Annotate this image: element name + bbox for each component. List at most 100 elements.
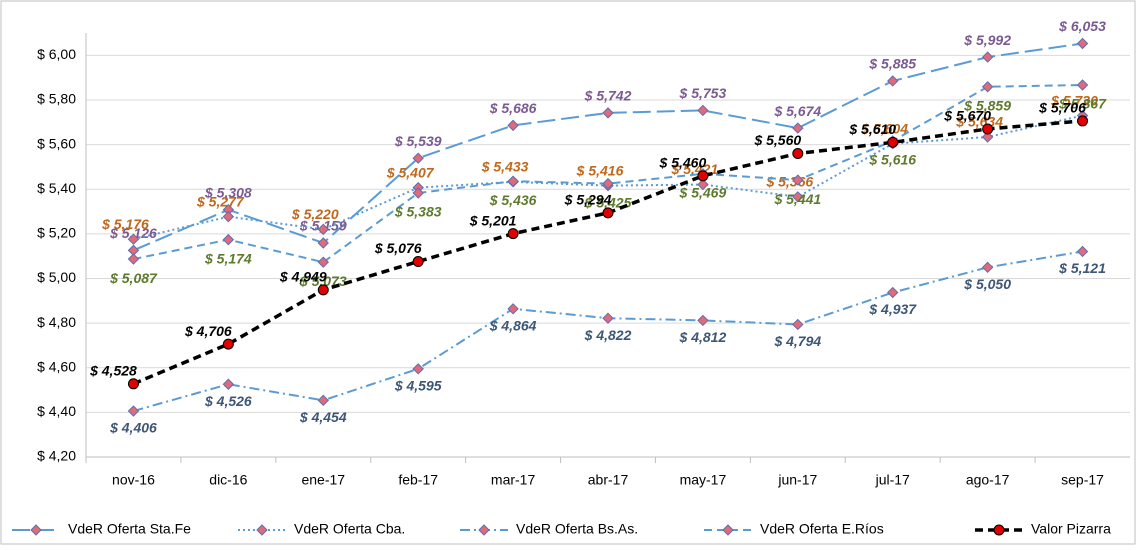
data-label: $ 4,528 [89, 363, 137, 379]
data-label: $ 5,469 [679, 185, 727, 201]
legend-label: Valor Pizarra [1031, 521, 1111, 537]
y-tick-label: $ 5,40 [37, 180, 76, 196]
legend-label: VdeR Oferta E.Ríos [760, 521, 884, 537]
legend-marker [478, 524, 490, 536]
data-point [507, 119, 519, 132]
data-point [792, 174, 804, 186]
y-tick-label: $ 4,60 [37, 358, 76, 374]
data-point [697, 104, 709, 117]
data-point [412, 363, 424, 375]
y-tick-label: $ 5,00 [37, 269, 76, 285]
x-tick-label: abr-17 [588, 472, 629, 488]
legend-marker [256, 524, 268, 536]
data-label: $ 5,220 [291, 206, 339, 222]
data-label: $ 5,201 [469, 212, 517, 228]
legend-marker [993, 524, 1005, 536]
data-point [507, 175, 519, 187]
data-label: $ 5,407 [386, 164, 435, 180]
data-point [602, 312, 614, 324]
data-label: $ 5,416 [576, 162, 624, 178]
data-label: $ 5,604 [860, 120, 908, 136]
data-label: $ 5,441 [773, 191, 821, 207]
data-label: $ 5,885 [868, 56, 916, 72]
data-point [317, 256, 329, 268]
data-label: $ 5,753 [679, 85, 727, 101]
data-point [127, 233, 140, 245]
x-tick-label: dic-16 [209, 472, 247, 488]
data-label: $ 5,674 [773, 103, 821, 119]
data-label: $ 5,867 [1058, 96, 1107, 112]
data-point [981, 51, 994, 63]
data-point [792, 148, 804, 160]
data-label: $ 5,670 [943, 108, 991, 124]
legend-label: VdeR Oferta Sta.Fe [68, 521, 191, 537]
data-label: $ 5,425 [584, 194, 632, 210]
data-point [317, 284, 329, 296]
data-label: $ 4,595 [394, 378, 442, 394]
data-point [1076, 37, 1089, 50]
data-point [127, 253, 140, 265]
data-label: $ 4,822 [584, 327, 632, 343]
series-line [133, 42, 1083, 252]
data-point [317, 223, 329, 236]
data-point [1076, 79, 1089, 91]
data-point [792, 122, 804, 134]
data-point [697, 314, 709, 327]
data-point [602, 207, 614, 219]
series-line [133, 114, 1083, 241]
data-label: $ 4,406 [109, 420, 157, 436]
data-label: $ 6,053 [1058, 18, 1106, 34]
data-label: $ 5,539 [394, 133, 442, 149]
data-point [982, 123, 994, 135]
data-label: $ 5,610 [848, 121, 896, 137]
data-point [127, 405, 140, 417]
data-point [507, 228, 519, 240]
x-tick-label: feb-17 [398, 472, 438, 488]
data-label: $ 4,949 [279, 269, 327, 285]
data-label: $ 5,366 [765, 174, 813, 190]
data-label: $ 4,706 [184, 323, 232, 339]
data-label: $ 5,277 [196, 193, 245, 209]
x-tick-label: ago-17 [966, 472, 1010, 488]
data-label: $ 5,050 [963, 276, 1011, 292]
data-label: $ 5,616 [868, 152, 916, 168]
data-point [981, 131, 994, 143]
data-label: $ 4,526 [204, 393, 252, 409]
data-label: $ 4,864 [489, 318, 537, 334]
data-point [127, 378, 139, 390]
y-tick-label: $ 4,40 [37, 403, 76, 419]
y-tick-label: $ 6,00 [37, 46, 76, 62]
x-tick-label: ene-17 [301, 472, 345, 488]
data-label: $ 4,812 [679, 329, 727, 345]
data-point [412, 152, 424, 164]
data-point [1076, 245, 1089, 258]
legend-marker [30, 524, 42, 536]
data-label: $ 5,992 [963, 32, 1011, 48]
x-tick-label: jul-17 [875, 472, 910, 488]
legend-marker [722, 524, 734, 536]
data-point [412, 187, 424, 199]
data-point [222, 338, 234, 350]
data-label: $ 4,454 [299, 409, 347, 425]
data-point [981, 261, 994, 274]
data-label: $ 5,383 [394, 204, 442, 220]
x-tick-label: nov-16 [112, 472, 155, 488]
data-label: $ 5,176 [101, 216, 149, 232]
data-label: $ 5,174 [204, 250, 252, 266]
data-point [602, 177, 614, 190]
data-label: $ 5,859 [963, 97, 1011, 113]
data-point [697, 170, 709, 182]
data-label: $ 5,087 [109, 270, 158, 286]
x-tick-label: mar-17 [491, 472, 536, 488]
data-point [222, 233, 235, 246]
data-label: $ 5,436 [489, 192, 537, 208]
series-line [133, 83, 1083, 264]
data-point [222, 210, 235, 223]
data-point [1077, 115, 1089, 127]
y-tick-label: $ 5,80 [37, 91, 76, 107]
data-point [792, 191, 804, 203]
x-tick-label: sep-17 [1061, 472, 1104, 488]
data-label: $ 5,121 [1058, 260, 1106, 276]
x-tick-label: may-17 [680, 472, 727, 488]
